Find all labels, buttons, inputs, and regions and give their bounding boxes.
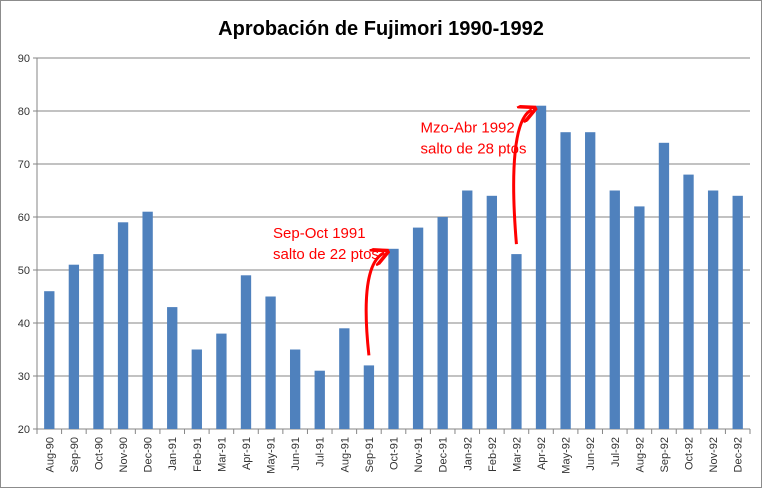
y-tick-label: 70	[18, 159, 30, 171]
x-tick-label: Sep-92	[659, 437, 671, 472]
y-tick-label: 90	[18, 53, 30, 65]
bar-jul-91	[314, 370, 325, 429]
x-tick-label: Dec-91	[438, 437, 450, 472]
bar-sep-91	[363, 365, 375, 429]
bars	[44, 105, 743, 430]
bar-oct-90	[93, 254, 104, 429]
bar-nov-90	[117, 222, 129, 429]
bar-dec-92	[732, 195, 743, 429]
x-tick-label: May-91	[266, 437, 278, 474]
x-tick-label: Apr-92	[536, 437, 548, 470]
bar-oct-92	[683, 174, 694, 429]
y-tick-label: 50	[18, 265, 30, 277]
x-tick-label: Oct-90	[93, 437, 105, 470]
bar-may-91	[265, 296, 276, 429]
x-tick-label: Nov-92	[708, 437, 720, 472]
annotation-text: salto de 22 ptos	[273, 246, 379, 263]
x-tick-label: Jul-91	[315, 437, 327, 467]
x-tick-label: May-92	[561, 437, 573, 474]
y-tick-label: 80	[18, 106, 30, 118]
x-tick-label: Jun-91	[290, 437, 302, 471]
bar-jul-92	[609, 190, 620, 429]
bar-feb-92	[486, 195, 498, 429]
bar-sep-90	[68, 264, 80, 429]
annotation-arrow	[512, 110, 532, 245]
bar-dec-90	[142, 211, 153, 429]
annotation-arrow	[364, 253, 384, 356]
bar-apr-91	[240, 275, 252, 429]
chart-title: Aprobación de Fujimori 1990-1992	[218, 18, 544, 40]
bar-feb-91	[191, 349, 202, 429]
bar-mar-92	[511, 254, 522, 429]
bar-mar-91	[216, 333, 227, 429]
x-tick-label: Sep-90	[69, 437, 81, 472]
y-tick-labels: 20 30 40 50 60 70 80 90	[18, 53, 30, 436]
bar-jan-92	[462, 190, 473, 429]
bar-jun-92	[585, 132, 596, 429]
x-tick-label: Nov-91	[413, 437, 425, 472]
x-tick-label: Mar-92	[511, 437, 523, 472]
x-tick-label: Mar-91	[216, 437, 228, 472]
x-tick-labels: Aug-90 Sep-90 Oct-90 Nov-90 Dec-90 Jan-91 Feb-…	[44, 437, 744, 474]
x-tick-label: Jun-92	[585, 437, 597, 471]
x-tick-label: Sep-91	[364, 437, 376, 472]
x-tick-label: Jan-91	[167, 437, 179, 471]
y-tick-label: 60	[18, 212, 30, 224]
x-tick-label: Jul-92	[610, 437, 622, 467]
annotation-text: Mzo-Abr 1992	[421, 120, 515, 137]
bar-nov-91	[412, 227, 424, 429]
bar-dec-91	[437, 217, 448, 429]
y-tick-label: 20	[18, 424, 30, 436]
annotation-text: salto de 28 ptos	[421, 141, 527, 158]
x-tick-label: Oct-91	[389, 437, 401, 470]
x-tick-label: Nov-90	[118, 437, 130, 472]
bar-nov-92	[707, 190, 719, 429]
annotation-text: Sep-Oct 1991	[273, 225, 366, 242]
bar-oct-91	[388, 248, 399, 429]
bar-sep-92	[658, 142, 670, 430]
bar-aug-91	[339, 328, 350, 429]
x-tick-label: Feb-92	[487, 437, 499, 472]
bar-apr-92	[535, 105, 547, 429]
x-tick-label: Dec-92	[733, 437, 745, 472]
bar-jan-91	[167, 307, 178, 429]
y-tick-label: 40	[18, 318, 30, 330]
x-tick-label: Aug-90	[44, 437, 56, 472]
bar-may-92	[560, 132, 571, 429]
bar-aug-90	[44, 291, 55, 429]
bar-jun-91	[289, 349, 301, 429]
x-tick-label: Jan-92	[462, 437, 474, 471]
annotations: Sep-Oct 1991 salto de 22 ptos Mzo-Abr 1992…	[273, 110, 532, 356]
x-tick-label: Aug-91	[339, 437, 351, 472]
x-tick-label: Dec-90	[143, 437, 155, 472]
x-tick-label: Apr-91	[241, 437, 253, 470]
bar-aug-92	[634, 206, 645, 429]
x-tick-label: Aug-92	[634, 437, 646, 472]
x-tick-label: Feb-91	[192, 437, 204, 472]
y-tick-label: 30	[18, 371, 30, 383]
x-tick-label: Oct-92	[684, 437, 696, 470]
